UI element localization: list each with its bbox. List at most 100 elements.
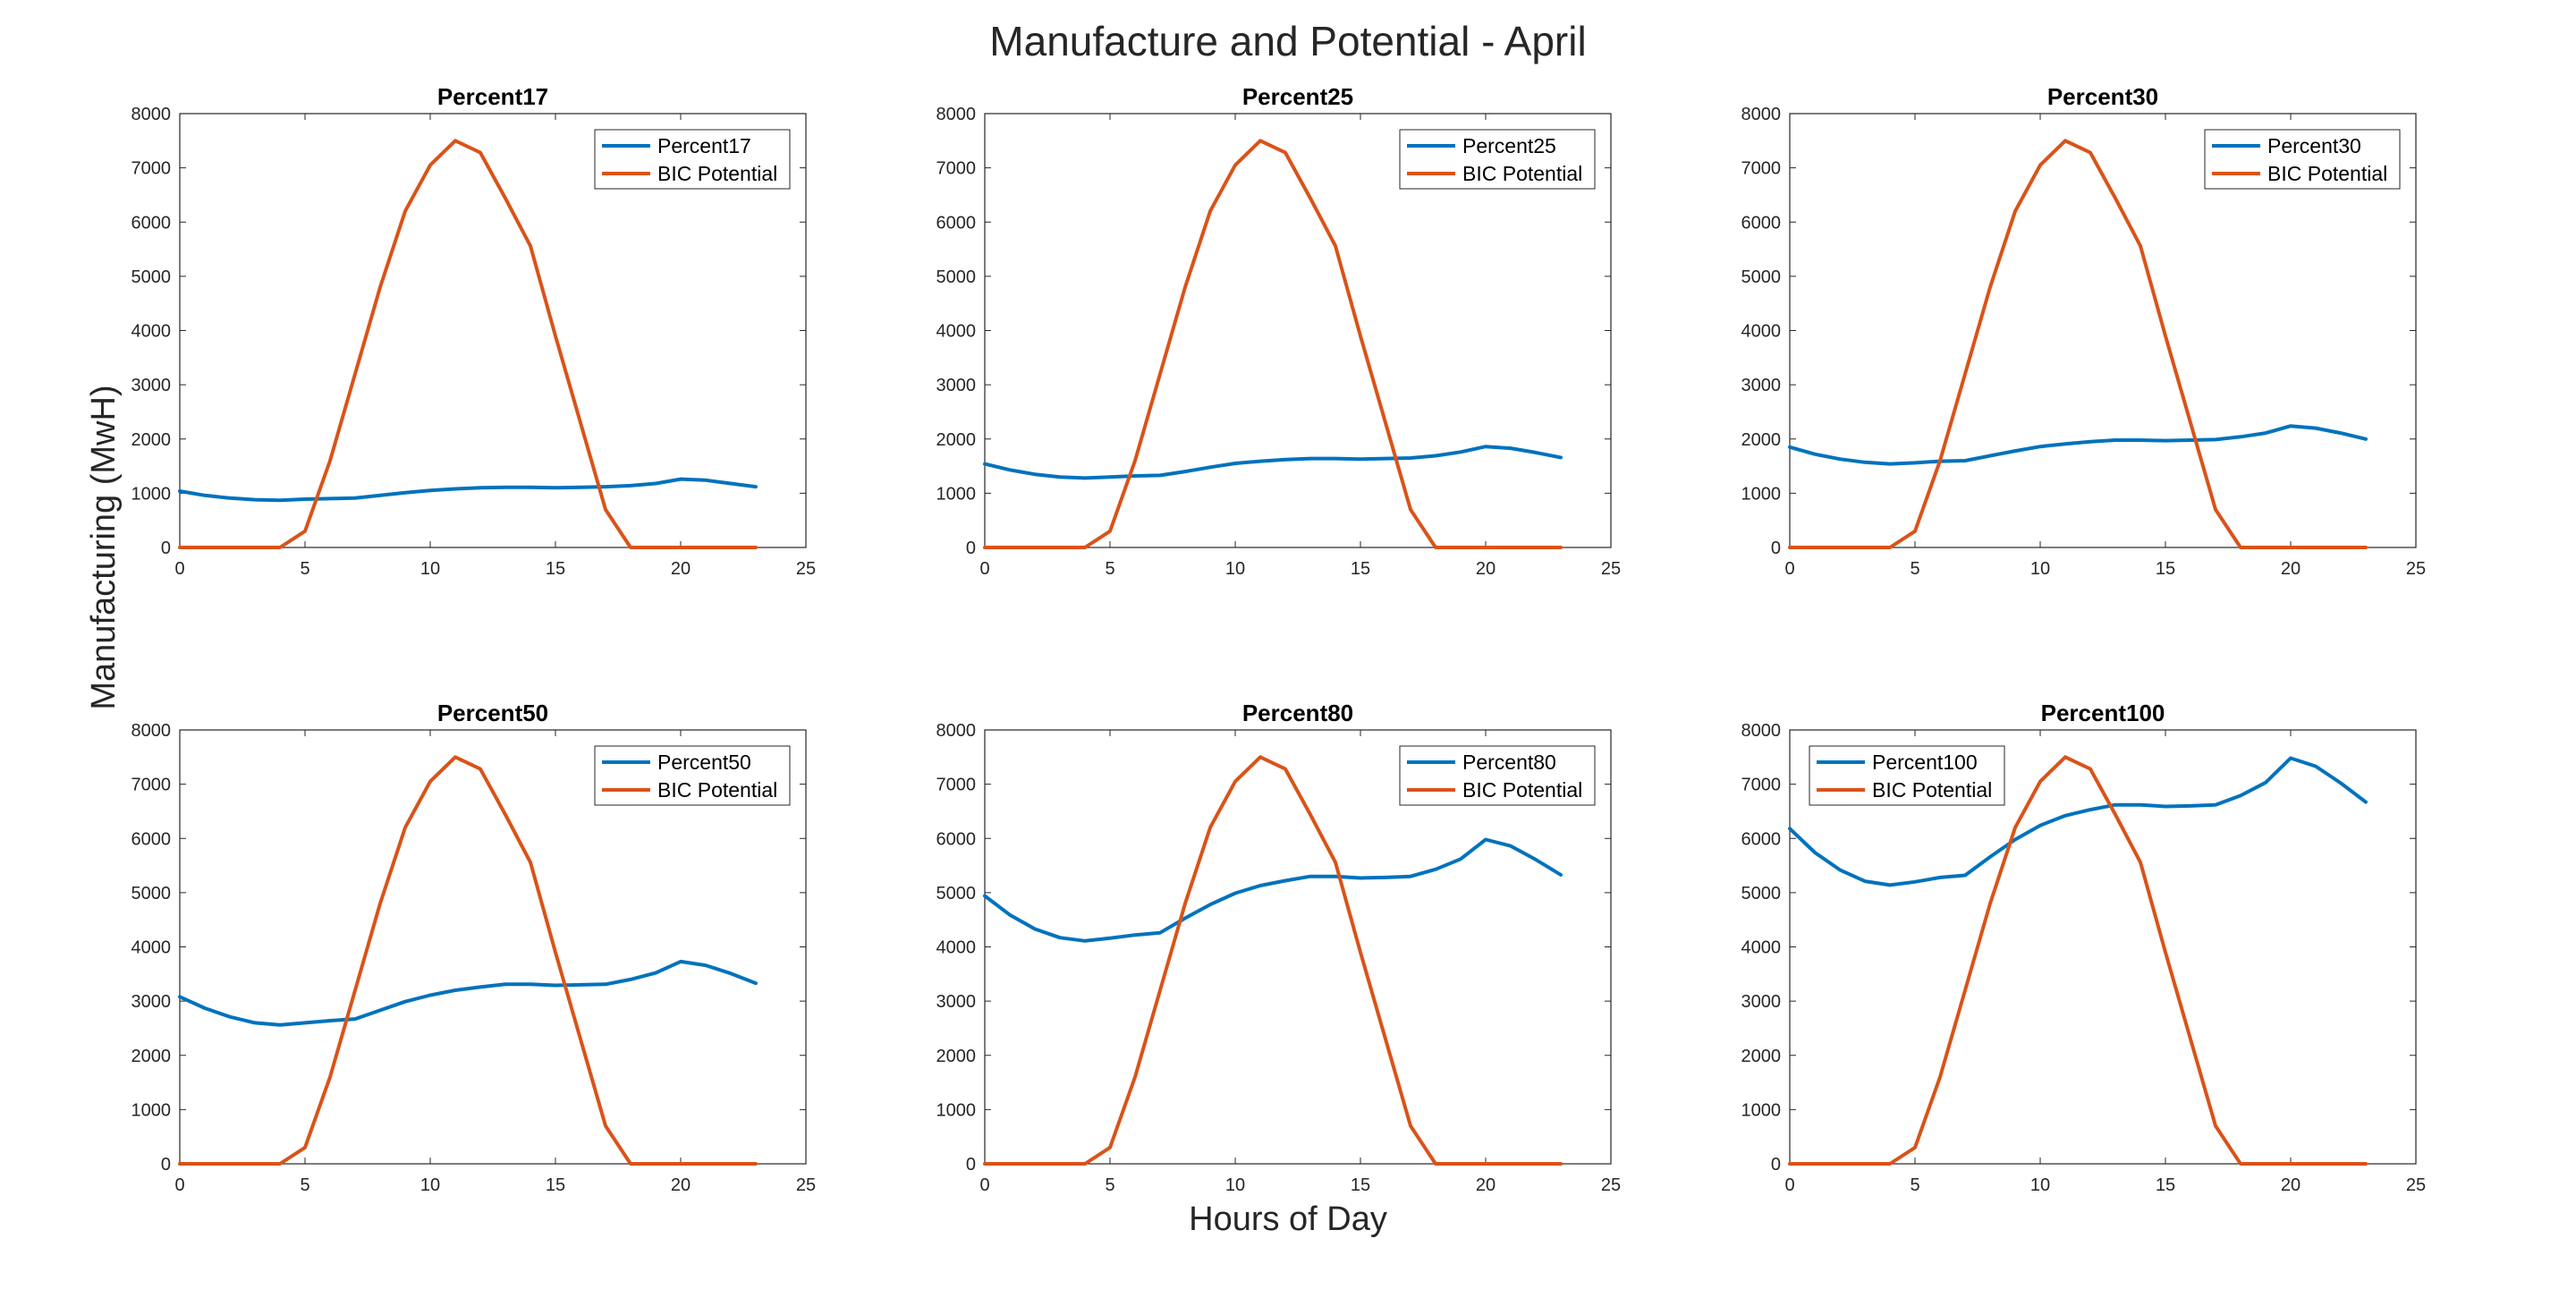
x-tick-label: 20 [1476, 559, 1496, 579]
y-tick-label: 4000 [131, 322, 172, 342]
y-tick-label: 1000 [1741, 1100, 1782, 1120]
y-tick-label: 3000 [936, 376, 977, 395]
figure-title: Manufacture and Potential - April [989, 18, 1586, 64]
x-tick-label: 20 [671, 559, 691, 579]
y-tick-label: 6000 [936, 213, 977, 233]
legend: Percent30 BIC Potential [2204, 129, 2401, 190]
legend-entry: Percent80 [1462, 751, 1556, 774]
y-tick-label: 2000 [1741, 430, 1782, 450]
y-tick-label: 3000 [1741, 992, 1782, 1012]
y-tick-label: 2000 [131, 430, 172, 450]
y-tick-label: 2000 [131, 1047, 172, 1066]
x-tick-label: 25 [2406, 559, 2426, 579]
legend: Percent50 BIC Potential [594, 745, 791, 806]
y-tick-label: 3000 [936, 992, 977, 1012]
subplot: Percent17 0 5 10 15 20 25 0 1000 2000 3000 4000 5000… [131, 83, 817, 579]
legend-entry: Percent50 [657, 751, 751, 774]
series-line-main [1788, 756, 2368, 887]
series-line-bic-potential [1788, 755, 2368, 1166]
y-tick-label: 4000 [131, 938, 172, 958]
series-line-main [1788, 424, 2368, 466]
x-tick-label: 10 [2030, 1175, 2050, 1195]
figure-ylabel: Manufacturing (MwH) [85, 385, 123, 709]
y-tick-label: 7000 [1741, 776, 1782, 795]
x-tick-label: 20 [1476, 1175, 1496, 1195]
subplot-title: Percent100 [2041, 700, 2165, 726]
series-line-main [983, 445, 1563, 480]
x-tick-label: 20 [2281, 1175, 2301, 1195]
y-tick-label: 8000 [131, 721, 172, 741]
y-tick-label: 1000 [131, 484, 172, 504]
y-tick-label: 8000 [131, 105, 172, 124]
subplot: Percent100 0 5 10 15 20 25 0 1000 2000 3000 4000 500… [1741, 700, 2427, 1195]
y-tick-label: 8000 [936, 105, 977, 124]
x-tick-label: 15 [546, 1175, 565, 1195]
x-tick-label: 10 [420, 559, 440, 579]
y-tick-label: 7000 [1741, 159, 1782, 179]
legend-box [1399, 745, 1596, 806]
legend-entry: BIC Potential [657, 162, 777, 185]
x-tick-label: 15 [1351, 1175, 1370, 1195]
y-tick-label: 7000 [936, 776, 977, 795]
series-line-main [178, 959, 758, 1027]
legend-entry: BIC Potential [1462, 162, 1582, 185]
y-tick-label: 4000 [936, 322, 977, 342]
x-tick-label: 15 [546, 559, 565, 579]
y-tick-label: 0 [1771, 1155, 1781, 1175]
y-tick-label: 2000 [936, 1047, 977, 1066]
subplot-title: Percent17 [437, 83, 548, 110]
y-tick-label: 6000 [936, 829, 977, 849]
legend-entry: Percent17 [657, 134, 751, 157]
y-tick-label: 4000 [1741, 938, 1782, 958]
x-tick-label: 5 [300, 1175, 309, 1195]
x-tick-label: 5 [300, 559, 309, 579]
legend-entry: Percent100 [1872, 751, 1978, 774]
y-tick-label: 1000 [131, 1100, 172, 1120]
x-tick-label: 5 [1105, 1175, 1114, 1195]
y-tick-label: 7000 [936, 159, 977, 179]
y-tick-label: 1000 [936, 484, 977, 504]
series-line-bic-potential [178, 139, 758, 549]
x-tick-label: 20 [671, 1175, 691, 1195]
y-tick-label: 6000 [131, 213, 172, 233]
x-tick-label: 10 [2030, 559, 2050, 579]
legend-box [1399, 129, 1596, 190]
subplot: Percent25 0 5 10 15 20 25 0 1000 2000 3000 4000 5000… [936, 83, 1622, 579]
y-tick-label: 5000 [936, 884, 977, 904]
series-line-bic-potential [983, 755, 1563, 1166]
y-tick-label: 2000 [936, 430, 977, 450]
x-tick-label: 0 [174, 1175, 184, 1195]
x-tick-label: 20 [2281, 559, 2301, 579]
y-tick-label: 8000 [1741, 105, 1782, 124]
y-tick-label: 5000 [1741, 267, 1782, 287]
x-tick-label: 5 [1910, 1175, 1919, 1195]
x-tick-label: 25 [1601, 559, 1621, 579]
x-tick-label: 25 [796, 1175, 816, 1195]
y-tick-label: 0 [161, 1155, 171, 1175]
legend-entry: Percent25 [1462, 134, 1556, 157]
legend: Percent17 BIC Potential [594, 129, 791, 190]
y-tick-label: 0 [161, 539, 171, 558]
x-tick-label: 15 [2156, 559, 2175, 579]
x-tick-label: 0 [1784, 559, 1794, 579]
series-line-main [983, 837, 1563, 943]
y-tick-label: 8000 [936, 721, 977, 741]
y-tick-label: 0 [966, 1155, 976, 1175]
y-tick-label: 3000 [131, 992, 172, 1012]
x-tick-label: 0 [1784, 1175, 1794, 1195]
series-line-bic-potential [1788, 139, 2368, 549]
x-tick-label: 15 [1351, 559, 1370, 579]
legend-entry: BIC Potential [657, 778, 777, 802]
subplot: Percent80 0 5 10 15 20 25 0 1000 2000 3000 4000 5000… [936, 700, 1622, 1195]
series-line-main [178, 477, 758, 503]
x-tick-label: 0 [979, 559, 989, 579]
x-tick-label: 25 [1601, 1175, 1621, 1195]
y-tick-label: 4000 [936, 938, 977, 958]
x-tick-label: 0 [979, 1175, 989, 1195]
x-tick-label: 5 [1105, 559, 1114, 579]
legend: Percent80 BIC Potential [1399, 745, 1596, 806]
y-tick-label: 3000 [1741, 376, 1782, 395]
x-tick-label: 10 [1225, 559, 1245, 579]
legend-box [1809, 745, 2005, 806]
